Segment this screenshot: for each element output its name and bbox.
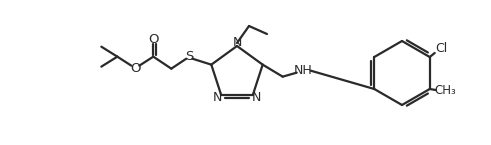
Text: N: N xyxy=(232,36,242,48)
Text: S: S xyxy=(185,50,193,63)
Text: O: O xyxy=(130,62,140,75)
Text: N: N xyxy=(213,91,222,104)
Text: NH: NH xyxy=(293,64,312,77)
Text: CH₃: CH₃ xyxy=(435,85,457,97)
Text: O: O xyxy=(148,33,159,46)
Text: N: N xyxy=(252,91,262,104)
Text: Cl: Cl xyxy=(436,42,448,56)
